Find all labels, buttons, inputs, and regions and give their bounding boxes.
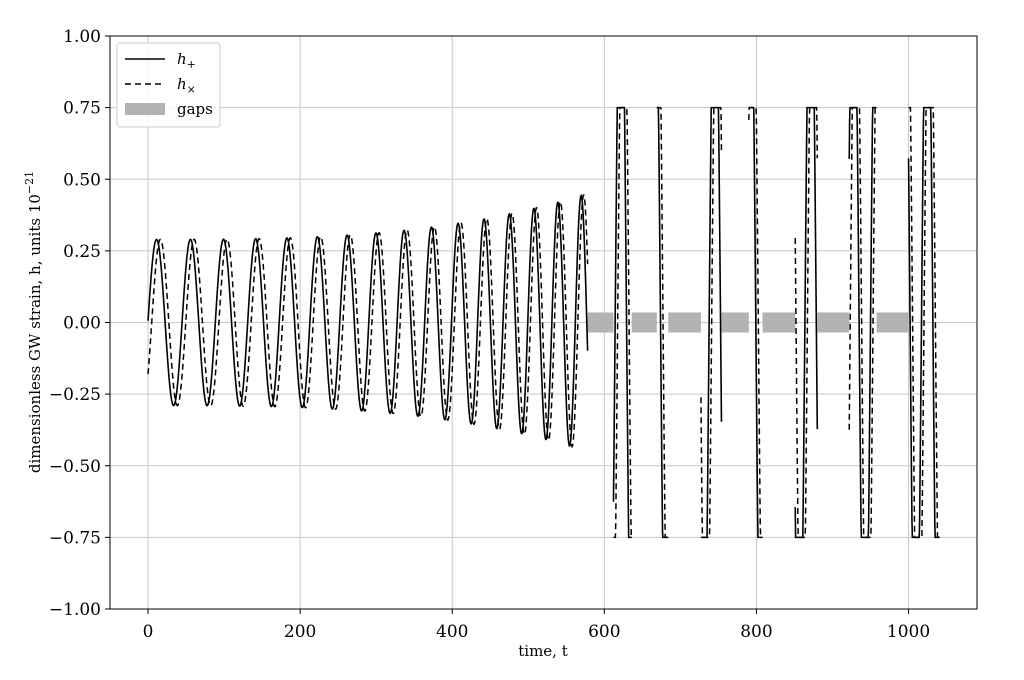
gap-band — [817, 312, 850, 333]
series-h-cross-segment — [700, 106, 723, 539]
y-tick-label: −0.50 — [49, 457, 101, 477]
y-tick-label: −0.25 — [49, 385, 101, 405]
series-h-cross-segment — [908, 106, 940, 539]
legend-swatch-gaps — [125, 103, 165, 115]
y-tick-label: 0.00 — [63, 314, 101, 334]
y-axis-label-main: dimensionless GW strain, h, units 10 — [26, 194, 44, 473]
y-tick-label: −0.75 — [49, 528, 101, 548]
series-h-cross-segment — [613, 106, 633, 539]
y-tick-label: −1.00 — [49, 600, 101, 620]
series-h-cross-segment — [748, 106, 763, 539]
gap-band — [762, 312, 796, 333]
series-h-cross-segment — [656, 106, 669, 539]
gap-bands — [587, 312, 909, 333]
gap-band — [668, 312, 701, 333]
gap-band — [876, 312, 909, 333]
y-tick-label: 1.00 — [63, 27, 101, 47]
legend: h+ h× gaps — [116, 42, 221, 128]
series-h-cross-segment — [147, 194, 589, 449]
x-axis-label: time, t — [518, 642, 568, 660]
y-tick-label: 0.75 — [63, 99, 101, 119]
x-tick-label: 200 — [284, 622, 316, 642]
x-tick-label: 800 — [740, 622, 772, 642]
x-tick-label: 600 — [588, 622, 620, 642]
series-h-plus-segment — [907, 106, 940, 539]
gap-band — [587, 312, 614, 333]
series-h-plus-segment — [147, 193, 589, 447]
ticks: 0 200 400 600 800 1000 −1.00 −0.75 −0.50 −0.25 0.0… — [49, 27, 930, 642]
y-tick-label: 0.25 — [63, 242, 101, 262]
series-h-cross-segment — [848, 106, 877, 539]
y-axis-label-exponent: −21 — [23, 171, 36, 194]
x-tick-label: 1000 — [887, 622, 930, 642]
legend-label-h-plus: h+ — [177, 50, 196, 71]
series-h-cross-segment — [794, 106, 819, 539]
gap-band — [721, 312, 749, 333]
series-group — [147, 106, 940, 539]
gap-band — [631, 312, 657, 333]
y-axis-label: dimensionless GW strain, h, units 10−21 — [23, 171, 44, 473]
x-tick-label: 400 — [436, 622, 468, 642]
y-tick-label: 0.50 — [63, 170, 101, 190]
legend-label-h-cross: h× — [177, 75, 196, 96]
x-tick-label: 0 — [143, 622, 154, 642]
legend-label-gaps: gaps — [177, 100, 213, 118]
